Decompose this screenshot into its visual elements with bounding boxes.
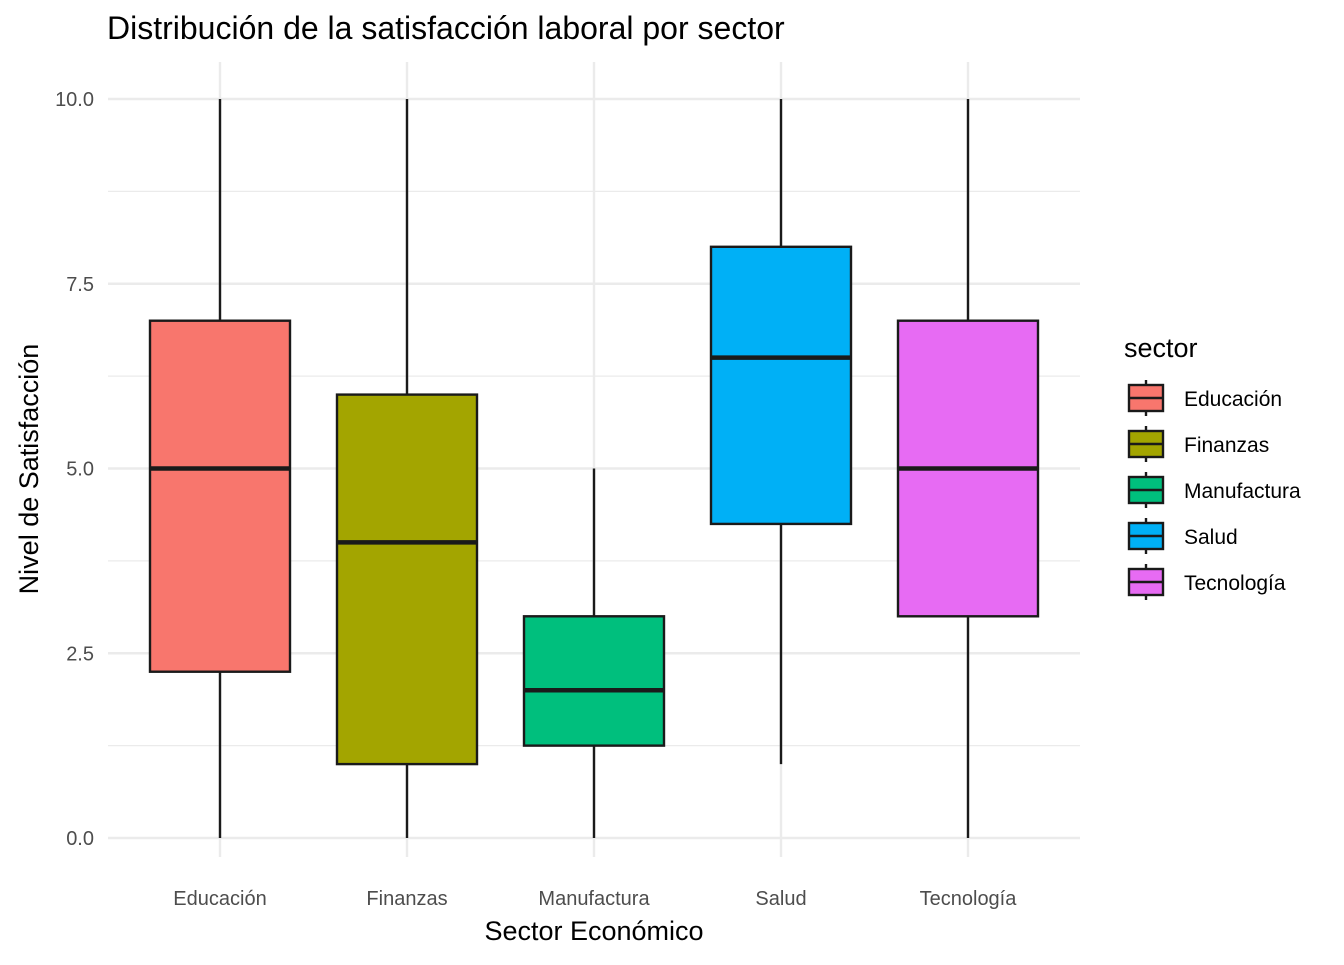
box-iqr: [335, 393, 479, 766]
legend-title: sector: [1124, 333, 1198, 363]
legend-item: Salud: [1127, 518, 1238, 554]
x-tick-label: Educación: [173, 888, 266, 910]
x-tick-label: Salud: [755, 888, 806, 910]
y-tick-label: 10.0: [55, 89, 94, 111]
x-tick-label: Finanzas: [366, 888, 447, 910]
legend-item-label: Salud: [1184, 526, 1238, 549]
box-manufactura: [522, 468, 666, 838]
chart-title: Distribución de la satisfacción laboral …: [107, 10, 785, 46]
legend-item: Manufactura: [1127, 472, 1301, 508]
box-educación: [148, 99, 292, 838]
legend-item-label: Finanzas: [1184, 434, 1269, 457]
legend-item: Tecnología: [1127, 564, 1286, 600]
legend-item: Educación: [1127, 380, 1282, 416]
legend-item-label: Educación: [1184, 388, 1282, 411]
y-tick-label: 7.5: [66, 274, 94, 296]
box-salud: [709, 99, 853, 765]
y-axis-label: Nivel de Satisfacción: [14, 344, 44, 595]
x-tick-label: Manufactura: [538, 888, 650, 910]
y-tick-label: 2.5: [66, 643, 94, 665]
box-iqr: [709, 245, 853, 526]
legend-item-label: Tecnología: [1184, 572, 1286, 595]
x-tick-label: Tecnología: [920, 888, 1018, 910]
legend: sector Educación Finanzas Manufactura Salud…: [1124, 333, 1301, 600]
box-tecnología: [896, 99, 1040, 838]
box-iqr: [148, 319, 292, 673]
y-tick-label: 5.0: [66, 459, 94, 481]
x-axis-label: Sector Económico: [484, 916, 703, 946]
box-iqr: [522, 615, 666, 747]
legend-item-label: Manufactura: [1184, 480, 1301, 503]
legend-item: Finanzas: [1127, 426, 1269, 462]
box-finanzas: [335, 99, 479, 838]
y-tick-label: 0.0: [66, 828, 94, 850]
